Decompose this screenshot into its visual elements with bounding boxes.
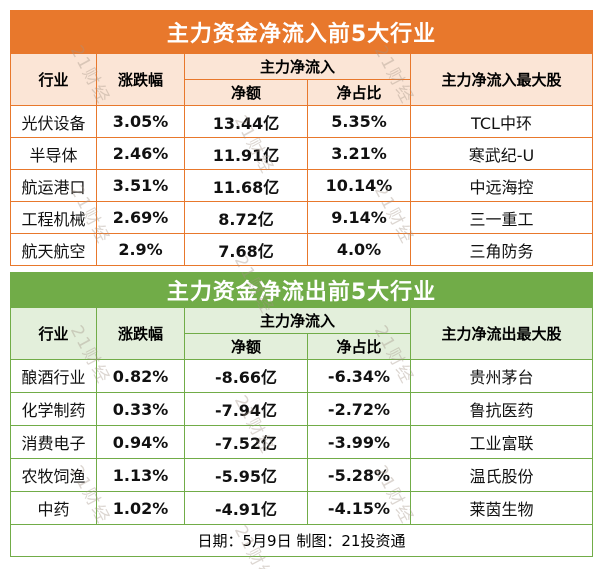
cell-net-amount: 11.91亿 xyxy=(184,137,308,170)
cell-net-ratio: -4.15% xyxy=(307,491,411,525)
cell-net-amount: -4.91亿 xyxy=(184,491,308,525)
cell-net-amount: -8.66亿 xyxy=(184,359,308,393)
cell-industry: 化学制药 xyxy=(10,392,97,426)
footer-caption: 日期：5月9日 制图：21投资通 xyxy=(10,524,593,557)
outflow-title-row: 主力资金净流出前5大行业 xyxy=(10,272,593,308)
table-row: 航运港口 3.51% 11.68亿 10.14% 中远海控 xyxy=(10,169,593,202)
cell-industry: 中药 xyxy=(10,491,97,525)
col-header-net-ratio: 净占比 xyxy=(307,79,411,106)
outflow-table-body: 酿酒行业 0.82% -8.66亿 -6.34% 贵州茅台 化学制药 0.33%… xyxy=(10,359,593,557)
cell-top-stock: 中远海控 xyxy=(410,169,593,202)
inflow-table: 主力资金净流入前5大行业 行业 涨跌幅 主力净流入 主力净流入最大股 净额 净占… xyxy=(10,10,593,266)
cell-change: 3.51% xyxy=(96,169,185,202)
col-header-industry: 行业 xyxy=(10,307,97,360)
cell-top-stock: 鲁抗医药 xyxy=(410,392,593,426)
tables-container: 主力资金净流入前5大行业 行业 涨跌幅 主力净流入 主力净流入最大股 净额 净占… xyxy=(10,10,593,557)
cell-top-stock: 寒武纪-U xyxy=(410,137,593,170)
table-row: 农牧饲渔 1.13% -5.95亿 -5.28% 温氏股份 xyxy=(10,458,593,492)
col-header-net-amount: 净额 xyxy=(184,333,308,360)
cell-top-stock: 三一重工 xyxy=(410,201,593,234)
cell-change: 2.46% xyxy=(96,137,185,170)
cell-net-ratio: -5.28% xyxy=(307,458,411,492)
table-row: 酿酒行业 0.82% -8.66亿 -6.34% 贵州茅台 xyxy=(10,359,593,393)
table-row: 航天航空 2.9% 7.68亿 4.0% 三角防务 xyxy=(10,233,593,266)
cell-net-ratio: 3.21% xyxy=(307,137,411,170)
cell-net-amount: 7.68亿 xyxy=(184,233,308,266)
footer-row: 日期：5月9日 制图：21投资通 xyxy=(10,524,593,557)
cell-change: 1.13% xyxy=(96,458,185,492)
outflow-table-title: 主力资金净流出前5大行业 xyxy=(10,272,593,308)
col-header-net-inflow-group: 主力净流入 xyxy=(184,307,411,334)
cell-industry: 消费电子 xyxy=(10,425,97,459)
col-header-net-inflow-group: 主力净流入 xyxy=(184,53,411,80)
cell-net-ratio: 9.14% xyxy=(307,201,411,234)
table-row: 化学制药 0.33% -7.94亿 -2.72% 鲁抗医药 xyxy=(10,392,593,426)
cell-change: 1.02% xyxy=(96,491,185,525)
cell-top-stock: 工业富联 xyxy=(410,425,593,459)
cell-top-stock: 三角防务 xyxy=(410,233,593,266)
cell-top-stock: TCL中环 xyxy=(410,105,593,138)
cell-change: 3.05% xyxy=(96,105,185,138)
cell-top-stock: 莱茵生物 xyxy=(410,491,593,525)
cell-net-amount: 11.68亿 xyxy=(184,169,308,202)
cell-net-amount: -7.94亿 xyxy=(184,392,308,426)
table-row: 中药 1.02% -4.91亿 -4.15% 莱茵生物 xyxy=(10,491,593,525)
cell-net-amount: -5.95亿 xyxy=(184,458,308,492)
cell-change: 0.94% xyxy=(96,425,185,459)
table-row: 工程机械 2.69% 8.72亿 9.14% 三一重工 xyxy=(10,201,593,234)
col-header-top-stock: 主力净流出最大股 xyxy=(410,307,593,360)
cell-change: 2.69% xyxy=(96,201,185,234)
cell-change: 0.82% xyxy=(96,359,185,393)
col-header-net-ratio: 净占比 xyxy=(307,333,411,360)
col-header-top-stock: 主力净流入最大股 xyxy=(410,53,593,106)
cell-industry: 航运港口 xyxy=(10,169,97,202)
col-header-change: 涨跌幅 xyxy=(96,53,185,106)
cell-top-stock: 贵州茅台 xyxy=(410,359,593,393)
table-row: 消费电子 0.94% -7.52亿 -3.99% 工业富联 xyxy=(10,425,593,459)
cell-net-ratio: 4.0% xyxy=(307,233,411,266)
cell-industry: 酿酒行业 xyxy=(10,359,97,393)
cell-top-stock: 温氏股份 xyxy=(410,458,593,492)
cell-change: 2.9% xyxy=(96,233,185,266)
cell-net-ratio: -2.72% xyxy=(307,392,411,426)
inflow-table-title: 主力资金净流入前5大行业 xyxy=(10,10,593,54)
inflow-title-row: 主力资金净流入前5大行业 xyxy=(10,10,593,54)
cell-net-ratio: -3.99% xyxy=(307,425,411,459)
table-row: 半导体 2.46% 11.91亿 3.21% 寒武纪-U xyxy=(10,137,593,170)
cell-net-ratio: 5.35% xyxy=(307,105,411,138)
outflow-header-row-1: 行业 涨跌幅 主力净流入 主力净流出最大股 xyxy=(10,307,593,360)
cell-industry: 航天航空 xyxy=(10,233,97,266)
cell-industry: 半导体 xyxy=(10,137,97,170)
col-header-industry: 行业 xyxy=(10,53,97,106)
cell-net-amount: -7.52亿 xyxy=(184,425,308,459)
cell-industry: 光伏设备 xyxy=(10,105,97,138)
table-row: 光伏设备 3.05% 13.44亿 5.35% TCL中环 xyxy=(10,105,593,138)
col-header-change: 涨跌幅 xyxy=(96,307,185,360)
cell-net-amount: 13.44亿 xyxy=(184,105,308,138)
cell-net-ratio: -6.34% xyxy=(307,359,411,393)
cell-change: 0.33% xyxy=(96,392,185,426)
outflow-table: 主力资金净流出前5大行业 行业 涨跌幅 主力净流入 主力净流出最大股 净额 净占… xyxy=(10,272,593,557)
inflow-table-head: 主力资金净流入前5大行业 行业 涨跌幅 主力净流入 主力净流入最大股 净额 净占… xyxy=(10,10,593,106)
col-header-net-amount: 净额 xyxy=(184,79,308,106)
cell-net-amount: 8.72亿 xyxy=(184,201,308,234)
cell-industry: 工程机械 xyxy=(10,201,97,234)
inflow-header-row-1: 行业 涨跌幅 主力净流入 主力净流入最大股 xyxy=(10,53,593,106)
cell-net-ratio: 10.14% xyxy=(307,169,411,202)
outflow-table-head: 主力资金净流出前5大行业 行业 涨跌幅 主力净流入 主力净流出最大股 净额 净占… xyxy=(10,272,593,360)
inflow-table-body: 光伏设备 3.05% 13.44亿 5.35% TCL中环 半导体 2.46% … xyxy=(10,105,593,266)
inflow-header-row-2: 净额 净占比 xyxy=(11,79,593,106)
cell-industry: 农牧饲渔 xyxy=(10,458,97,492)
